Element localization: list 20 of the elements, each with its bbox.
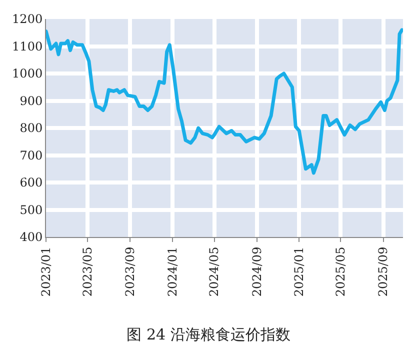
text: 图 24 沿海粮食运价指数: [126, 326, 290, 344]
x-tick-label: 2024/05: [207, 246, 222, 297]
x-tick-label: 2024/09: [250, 246, 264, 297]
y-tick-label: 400: [20, 230, 43, 244]
y-tick-label: 800: [20, 121, 43, 136]
y-tick-label: 900: [20, 94, 43, 108]
y-tick-label: 1000: [12, 66, 43, 81]
x-tick-label: 2023/01: [38, 246, 53, 297]
y-tick-label: 700: [20, 148, 43, 162]
x-tick-label: 2023/05: [80, 246, 94, 297]
line-series: [46, 28, 403, 175]
y-tick-label: 500: [20, 202, 43, 217]
y-tick-label: 1100: [12, 39, 43, 54]
y-tick-label: 600: [20, 176, 43, 190]
x-tick-label: 2023/09: [123, 246, 138, 297]
x-tick-label: 2025/01: [292, 246, 306, 297]
y-tick-label: 1200: [12, 12, 43, 26]
x-tick-label: 2025/05: [334, 246, 348, 297]
x-tick-label: 2024/01: [165, 246, 180, 297]
x-tick-label: 2025/09: [376, 246, 390, 297]
